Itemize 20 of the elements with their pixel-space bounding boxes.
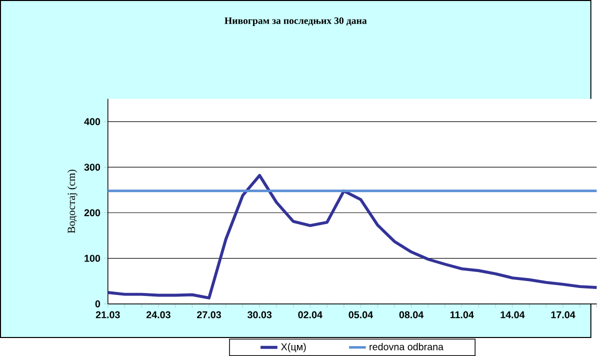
- legend-label: X(цм): [281, 343, 306, 352]
- line-series: [106, 174, 598, 300]
- x-tick-label: 08.04: [399, 311, 424, 318]
- y-tick-label: 400: [84, 118, 100, 126]
- x-tick-label: 27.03: [197, 311, 221, 318]
- x-tick-label: 17.04: [551, 311, 576, 318]
- x-tick-label: 24.03: [146, 311, 170, 318]
- y-tick-label: 0: [95, 300, 100, 308]
- x-tick-label: 11.04: [450, 311, 474, 318]
- y-tick-label: 200: [84, 209, 100, 216]
- y-axis-title: Водостај (cm): [67, 170, 78, 234]
- x-tick-label: 05.04: [348, 311, 373, 318]
- legend-label: redovna odbrana: [370, 343, 444, 350]
- x-tick-label: 30.03: [247, 311, 272, 318]
- x-tick-label: 02.04: [298, 311, 322, 318]
- x-tick-label: 21.03: [96, 311, 120, 318]
- y-tick-label: 100: [84, 254, 100, 262]
- chart-title: Нивограм за последњих 30 дана: [224, 17, 367, 26]
- y-tick-label: 300: [84, 164, 100, 171]
- x-tick-label: 14.04: [500, 311, 525, 318]
